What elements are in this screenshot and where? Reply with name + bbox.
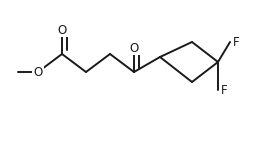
Text: F: F — [233, 36, 240, 49]
Text: O: O — [57, 23, 67, 36]
Text: F: F — [221, 83, 228, 97]
Text: O: O — [129, 41, 139, 55]
Text: O: O — [33, 65, 43, 79]
